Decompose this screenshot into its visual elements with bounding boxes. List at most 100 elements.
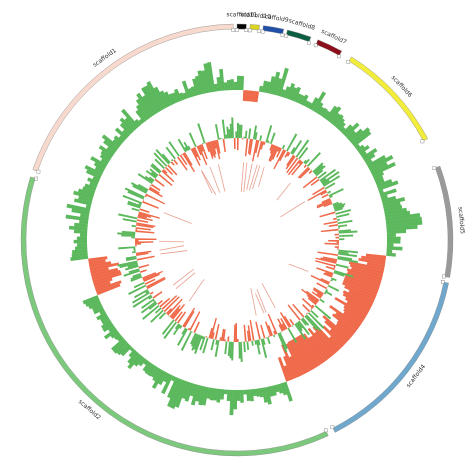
gc-skew-bar [316, 199, 332, 207]
gc-content-bar [181, 80, 191, 99]
gc-skew-bar [323, 272, 333, 278]
gc-skew-bar [337, 219, 353, 225]
gc-skew-bar [260, 338, 268, 358]
gc-content-bar [170, 375, 176, 382]
gc-content-bar [99, 153, 111, 163]
gc-content-bar [84, 164, 103, 177]
contig-arc-scaffold8[interactable] [286, 29, 312, 42]
contig-arc-scaffold6[interactable] [348, 56, 428, 142]
gc-skew-bar [159, 297, 171, 308]
gc-skew-bar [135, 241, 154, 244]
gc-content-bar [240, 389, 244, 403]
gc-skew-bar [286, 157, 299, 174]
gc-content-bar [167, 376, 179, 399]
gc-content-track [65, 61, 423, 416]
gc-skew-bar [327, 284, 340, 292]
gc-skew-bar [304, 315, 318, 331]
gc-skew-bar [183, 141, 190, 151]
gc-content-bar [106, 146, 116, 155]
gc-skew-bar [305, 290, 320, 302]
gc-skew-bar [189, 311, 201, 331]
gc-skew-bar [180, 153, 183, 156]
contig-end-marker [260, 29, 265, 34]
gc-skew-bar [154, 178, 165, 187]
gc-skew-bar [128, 284, 147, 296]
gc-content-bar [87, 177, 99, 185]
gc-content-bar [291, 338, 312, 372]
gc-content-bar [128, 349, 137, 358]
gc-skew-bar [148, 295, 153, 300]
link-line [246, 163, 253, 191]
gc-skew-bar [337, 255, 353, 261]
gc-content-bar [283, 365, 293, 381]
gc-skew-bar [323, 202, 333, 208]
gc-content-bar [280, 382, 288, 396]
gc-content-bar [124, 117, 137, 131]
link-line [280, 201, 306, 218]
contig-end-marker [442, 274, 446, 279]
link-line [163, 212, 192, 224]
link-line [175, 272, 196, 289]
gc-skew-bar [280, 331, 283, 333]
gc-skew-bar [144, 278, 156, 285]
gc-content-bar [190, 86, 197, 97]
gc-content-bar [71, 252, 88, 258]
gc-skew-bar [334, 207, 344, 212]
gc-skew-bar [157, 300, 163, 306]
gc-skew-bar [184, 146, 188, 152]
gc-content-bar [254, 91, 260, 103]
gc-skew-bar [299, 167, 311, 179]
gc-skew-bar [268, 142, 271, 144]
gc-skew-bar [199, 144, 204, 152]
gc-content-bar [99, 314, 109, 322]
gc-skew-bar [165, 146, 176, 160]
gc-skew-bar [257, 339, 261, 346]
gc-content-bar [77, 188, 95, 197]
gc-content-bar [302, 333, 326, 364]
gc-skew-bar [227, 336, 230, 342]
gc-content-bar [335, 323, 353, 339]
gc-content-bar [99, 309, 106, 315]
gc-skew-bar [307, 312, 325, 329]
gc-skew-bar [236, 338, 239, 342]
gc-content-bar [329, 305, 361, 329]
contig-end-marker [307, 40, 311, 45]
gc-skew-bar [298, 146, 309, 160]
gc-skew-bar [122, 218, 137, 223]
gc-skew-bar [170, 159, 174, 162]
gc-content-bar [76, 236, 88, 240]
gc-skew-bar [285, 155, 296, 170]
contig-arc-scaffold5[interactable] [435, 165, 454, 278]
gc-content-bar [174, 380, 188, 408]
link-line [243, 162, 248, 192]
gc-skew-bar [170, 161, 175, 166]
gc-content-bar [348, 261, 385, 272]
gc-skew-bar [144, 175, 154, 183]
gc-content-bar [93, 277, 113, 287]
gc-content-bar [110, 330, 120, 339]
gc-content-bar [344, 122, 360, 138]
gc-skew-bar [336, 218, 341, 221]
gc-content-bar [91, 269, 121, 281]
gc-content-bar [179, 92, 185, 101]
gc-skew-bar [327, 190, 332, 194]
gc-skew-bar [335, 214, 337, 217]
gc-skew-bar [320, 190, 328, 196]
gc-skew-bar [251, 340, 254, 346]
contig-end-marker [420, 139, 425, 144]
gc-skew-bar [153, 152, 168, 167]
gc-content-bar [90, 156, 108, 168]
gc-content-bar [268, 76, 276, 94]
contig-end-marker [244, 28, 248, 32]
gc-skew-bar [337, 252, 358, 258]
gc-content-bar [141, 86, 160, 114]
gc-content-bar [174, 88, 182, 102]
gc-content-bar [82, 295, 99, 305]
gc-content-bar [382, 197, 406, 206]
gc-content-bar [342, 281, 377, 299]
gc-content-bar [317, 106, 325, 116]
gc-content-bar [229, 389, 234, 416]
contig-arc-scaffold9[interactable] [262, 25, 284, 35]
gc-content-bar [286, 83, 296, 100]
gc-content-bar [85, 298, 100, 307]
